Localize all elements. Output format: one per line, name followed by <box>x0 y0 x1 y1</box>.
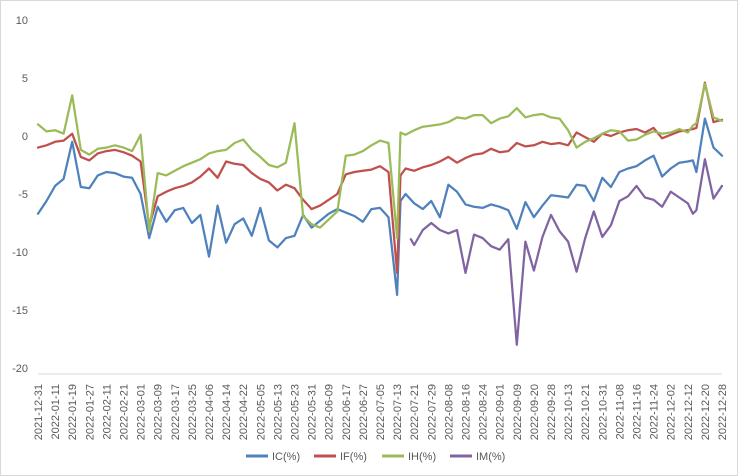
y-tick-label: 5 <box>22 73 28 85</box>
legend-label: IF(%) <box>340 451 367 463</box>
x-tick-label: 2022-11-16 <box>632 384 644 439</box>
x-tick-label: 2022-03-01 <box>136 384 148 440</box>
x-tick-label: 2022-09-09 <box>512 384 524 440</box>
x-tick-label: 2022-03-25 <box>187 384 199 440</box>
x-tick-label: 2022-10-31 <box>597 384 609 440</box>
x-tick-label: 2022-04-22 <box>238 384 250 440</box>
y-tick-label: -15 <box>12 305 28 317</box>
x-tick-label: 2022-07-29 <box>426 384 438 440</box>
y-tick-label: -10 <box>12 247 28 259</box>
y-tick-label: 0 <box>22 131 28 143</box>
x-tick-label: 2022-04-06 <box>204 384 216 440</box>
y-axis: 10 5 0 -5 -10 -15 -20 <box>12 15 28 375</box>
x-tick-label: 2022-01-11 <box>50 384 62 439</box>
x-tick-label: 2021-12-31 <box>33 384 45 440</box>
x-tick-label: 2022-02-11 <box>101 384 113 439</box>
x-tick-label: 2022-12-20 <box>700 384 712 440</box>
legend-label: IH(%) <box>408 451 436 463</box>
y-tick-label: -20 <box>12 363 28 375</box>
x-tick-label: 2022-05-31 <box>307 384 319 440</box>
x-tick-label: 2022-07-05 <box>375 384 387 440</box>
x-tick-label: 2022-12-02 <box>666 384 678 440</box>
x-tick-label: 2022-09-28 <box>546 384 558 440</box>
x-tick-label: 2022-12-28 <box>717 384 729 440</box>
x-tick-label: 2022-03-17 <box>170 384 182 440</box>
series-line-ic <box>36 117 724 297</box>
series-line-im <box>409 158 724 346</box>
x-tick-label: 2022-01-27 <box>84 384 96 440</box>
x-tick-label: 2022-12-12 <box>683 384 695 440</box>
x-tick-label: 2022-02-21 <box>119 384 131 440</box>
x-tick-label: 2022-03-09 <box>153 384 165 440</box>
x-axis: 2021-12-31 2022-01-11 2022-01-19 2022-01-27… <box>33 373 729 440</box>
y-tick-label: 10 <box>16 15 28 27</box>
x-tick-label: 2022-09-01 <box>495 384 507 440</box>
x-tick-label: 2022-05-13 <box>272 384 284 440</box>
legend: IC(%) IF(%) IH(%) IM(%) <box>246 451 505 463</box>
series-line-if <box>36 81 724 275</box>
x-tick-label: 2022-07-21 <box>409 384 421 440</box>
legend-label: IM(%) <box>476 451 505 463</box>
x-tick-label: 2022-09-20 <box>529 384 541 440</box>
y-tick-label: -5 <box>18 189 28 201</box>
x-tick-label: 2022-08-08 <box>443 384 455 440</box>
x-tick-label: 2022-05-05 <box>255 384 267 440</box>
x-tick-label: 2022-08-24 <box>478 384 490 440</box>
x-tick-label: 2022-01-19 <box>67 384 79 440</box>
legend-label: IC(%) <box>272 451 300 463</box>
x-tick-label: 2022-08-16 <box>461 384 473 440</box>
x-tick-label: 2022-11-24 <box>649 384 661 439</box>
x-tick-label: 2022-05-23 <box>290 384 302 440</box>
x-tick-label: 2022-07-13 <box>392 384 404 440</box>
x-tick-label: 2022-06-17 <box>341 384 353 440</box>
x-tick-label: 2022-11-08 <box>614 384 626 439</box>
series-lines <box>36 81 724 346</box>
x-tick-label: 2022-04-14 <box>221 384 233 440</box>
series-line-ih <box>36 82 724 240</box>
x-tick-label: 2022-06-27 <box>358 384 370 440</box>
x-tick-label: 2022-10-21 <box>580 384 592 440</box>
x-tick-label: 2022-06-09 <box>324 384 336 440</box>
x-tick-label: 2022-10-13 <box>563 384 575 440</box>
